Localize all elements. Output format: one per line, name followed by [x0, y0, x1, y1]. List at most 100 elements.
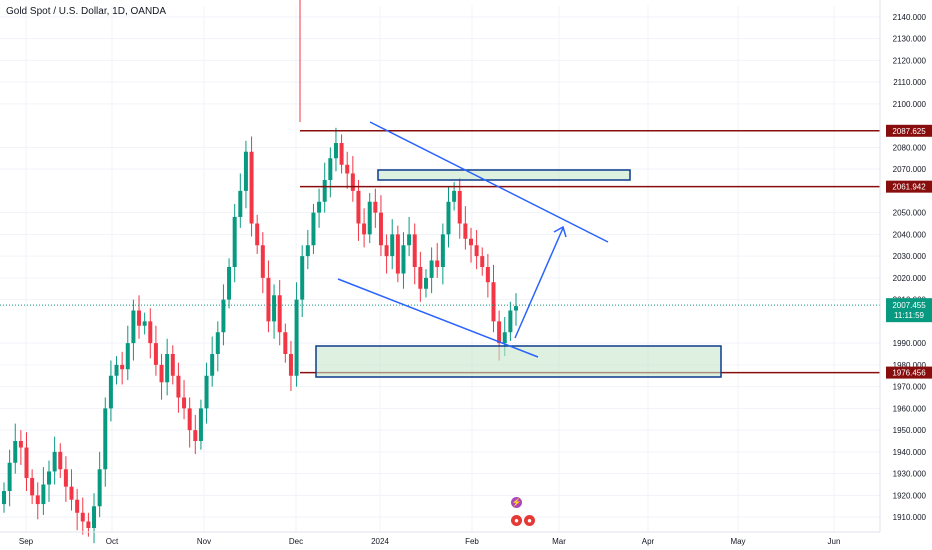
candle-body — [131, 310, 136, 344]
candle-body — [277, 295, 282, 333]
price-axis[interactable]: 2140.000 2130.000 2120.000 2110.000 2100.000… — [879, 0, 932, 550]
candle-body — [103, 408, 108, 470]
candles — [2, 127, 518, 544]
candle-body — [30, 477, 35, 496]
candle-body — [243, 151, 248, 191]
candle-body — [52, 451, 57, 472]
price-tick-label: 2130.000 — [893, 35, 927, 44]
candle-body — [7, 462, 12, 492]
candle-body — [362, 223, 367, 235]
price-tick-label: 2040.000 — [893, 230, 927, 239]
candle-body — [170, 354, 175, 376]
candle-body — [350, 173, 355, 191]
grid-lines — [0, 6, 880, 532]
price-tick-label: 2080.000 — [893, 143, 927, 152]
candle-body — [367, 201, 372, 235]
price-tick-label: 1990.000 — [893, 339, 927, 348]
price-tick-label: 1960.000 — [893, 404, 927, 413]
candle-body — [395, 234, 400, 274]
candle-body — [468, 238, 473, 246]
candle-body — [153, 343, 158, 365]
us-flag-icon[interactable]: ● — [511, 515, 522, 526]
price-tick-label: 2020.000 — [893, 274, 927, 283]
candle-body — [176, 375, 181, 398]
candle-body — [401, 245, 406, 274]
candle-body — [137, 310, 142, 326]
upper-trendline[interactable] — [369, 121, 609, 243]
candle-body — [125, 343, 130, 370]
candle-body — [305, 245, 310, 257]
level-price-tag — [886, 366, 932, 379]
candle-body — [446, 201, 451, 235]
lightning-icon[interactable]: ⚡ — [511, 497, 522, 508]
arrow-head-icon — [553, 225, 567, 238]
time-tick-label: 2024 — [371, 537, 389, 546]
price-tick-label: 2030.000 — [893, 252, 927, 261]
candle-body — [502, 332, 507, 344]
candle-body — [260, 245, 265, 278]
candle-body — [232, 216, 237, 267]
candle-body — [491, 282, 496, 322]
level-price-label: 2061.942 — [892, 183, 926, 192]
candle-body — [221, 299, 226, 333]
chart-title: Gold Spot / U.S. Dollar, 1D, OANDA — [6, 6, 167, 17]
time-tick-label: May — [730, 537, 745, 546]
time-tick-label: Apr — [642, 537, 655, 546]
projection-arrow[interactable] — [514, 227, 564, 339]
candle-body — [322, 180, 327, 202]
candle-body — [227, 267, 232, 300]
price-tick-label: 2070.000 — [893, 165, 927, 174]
candle-body — [373, 201, 378, 213]
candle-body — [407, 234, 412, 246]
candle-body — [418, 267, 423, 289]
candle-body — [457, 190, 462, 224]
candle-body — [193, 430, 198, 441]
candle-body — [328, 158, 333, 180]
level-price-tag — [886, 124, 932, 137]
candle-body — [204, 375, 209, 409]
current-price-tag — [886, 298, 932, 323]
level-price-label: 1976.456 — [892, 369, 926, 378]
time-tick-label: Feb — [465, 537, 479, 546]
candle-body — [266, 277, 271, 322]
candle-body — [333, 143, 338, 159]
candle-body — [440, 234, 445, 267]
price-tick-label: 1940.000 — [893, 448, 927, 457]
time-axis[interactable]: Sep Oct Nov Dec 2024 Feb Mar Apr May Jun — [0, 531, 880, 546]
time-tick-label: Jun — [828, 537, 841, 546]
countdown-label: 11:11:59 — [894, 311, 925, 320]
candle-body — [41, 484, 46, 505]
candle-body — [463, 223, 468, 239]
candle-body — [311, 212, 316, 246]
price-tick-label: 2050.000 — [893, 209, 927, 218]
price-tick-label: 1910.000 — [893, 513, 927, 522]
price-tick-label: 2110.000 — [893, 78, 926, 87]
candle-body — [249, 151, 254, 224]
candle-body — [272, 295, 277, 322]
candle-body — [423, 277, 428, 289]
candle-body — [58, 451, 63, 470]
us-flag-icon[interactable]: ● — [524, 515, 535, 526]
candle-body — [210, 354, 215, 376]
candle-body — [300, 256, 305, 300]
support-zone[interactable] — [315, 345, 722, 378]
resistance-zone[interactable] — [377, 169, 631, 181]
candle-body — [108, 375, 113, 409]
candle-body — [97, 469, 102, 507]
price-tick-label: 1970.000 — [893, 383, 927, 392]
candle-body — [480, 256, 485, 267]
candle-body — [412, 234, 417, 267]
drawings[interactable] — [0, 0, 880, 378]
candle-body — [429, 260, 434, 278]
candle-body — [384, 245, 389, 257]
candle-body — [514, 306, 518, 311]
price-tick-label: 2120.000 — [893, 56, 927, 65]
candle-body — [86, 521, 91, 528]
lower-trendline[interactable] — [337, 278, 539, 358]
candle-body — [148, 321, 153, 344]
candle-body — [80, 512, 85, 522]
candle-body — [474, 245, 479, 257]
candle-body — [255, 223, 260, 246]
candle-body — [24, 447, 29, 478]
